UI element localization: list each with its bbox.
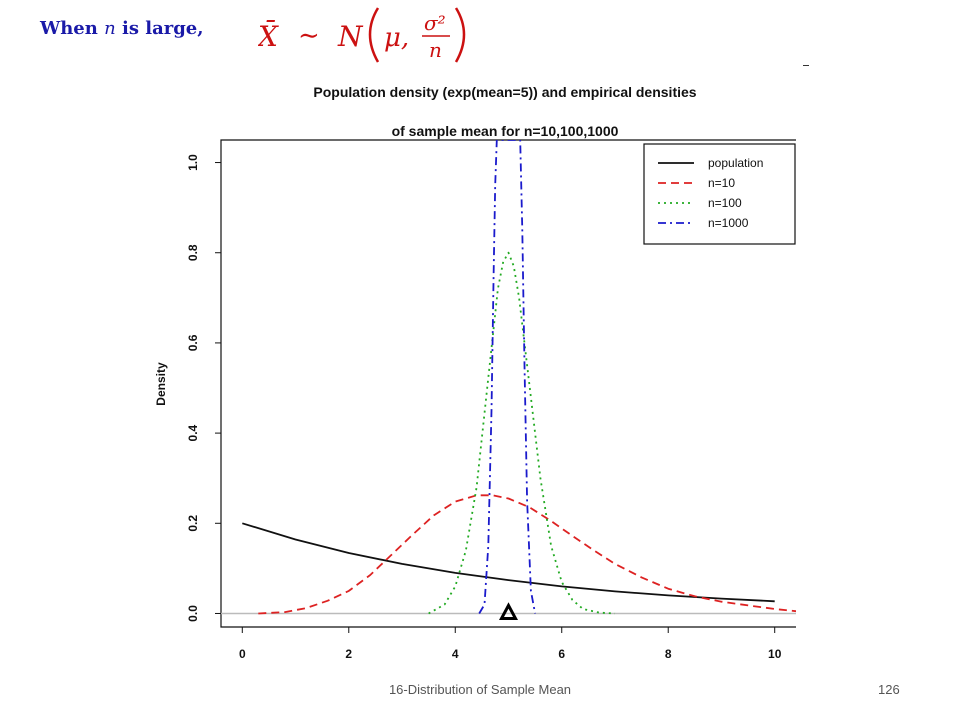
x-tick-label: 2 xyxy=(345,647,352,661)
formula-denominator: n xyxy=(429,38,442,62)
formula-right-paren xyxy=(454,7,466,63)
y-tick-label: 0.0 xyxy=(186,605,200,622)
page-number: 126 xyxy=(878,682,900,697)
stray-dash xyxy=(803,65,809,66)
legend-label: n=1000 xyxy=(708,216,749,230)
x-tick-label: 6 xyxy=(558,647,565,661)
chart-title-line-1: Population density (exp(mean=5)) and emp… xyxy=(313,84,696,100)
formula-numerator: σ² xyxy=(424,11,446,35)
x-tick-label: 4 xyxy=(452,647,459,661)
legend-label: n=10 xyxy=(708,176,735,190)
y-tick-label: 0.2 xyxy=(186,515,200,532)
heading-suffix: is large, xyxy=(122,18,204,39)
formula-svg: X̄ ∼ N μ, σ² n xyxy=(258,7,466,63)
legend-label: n=100 xyxy=(708,196,742,210)
x-tick-label: 8 xyxy=(665,647,672,661)
heading-variable: n xyxy=(104,18,116,39)
legend-label: population xyxy=(708,156,763,170)
legend-box xyxy=(643,143,796,245)
formula-dist: N xyxy=(337,20,364,53)
series-line-n-100 xyxy=(428,251,616,615)
series-line-population xyxy=(242,522,775,603)
formula-left-paren xyxy=(368,7,380,63)
formula-lhs: X̄ xyxy=(258,19,279,53)
series-line-n-10 xyxy=(258,494,796,615)
heading-prefix: When xyxy=(40,18,98,39)
formula-relation: ∼ xyxy=(298,21,320,51)
formula-mean: μ, xyxy=(384,23,409,53)
chart-title-line-2: of sample mean for n=10,100,1000 xyxy=(392,123,619,139)
y-tick-label: 0.4 xyxy=(186,424,200,441)
y-tick-label: 0.8 xyxy=(186,244,200,261)
clt-formula: X̄ ∼ N μ, σ² n xyxy=(258,2,478,66)
slide-heading: When n is large, xyxy=(40,18,204,39)
series-line-n-1000 xyxy=(478,140,536,614)
y-axis-label: Density xyxy=(154,362,168,406)
x-tick-label: 0 xyxy=(239,647,246,661)
y-tick-label: 1.0 xyxy=(186,154,200,171)
mean-triangle-marker xyxy=(498,602,519,620)
footer-title: 16-Distribution of Sample Mean xyxy=(388,682,572,697)
x-tick-label: 10 xyxy=(768,647,782,661)
y-tick-label: 0.6 xyxy=(186,334,200,351)
